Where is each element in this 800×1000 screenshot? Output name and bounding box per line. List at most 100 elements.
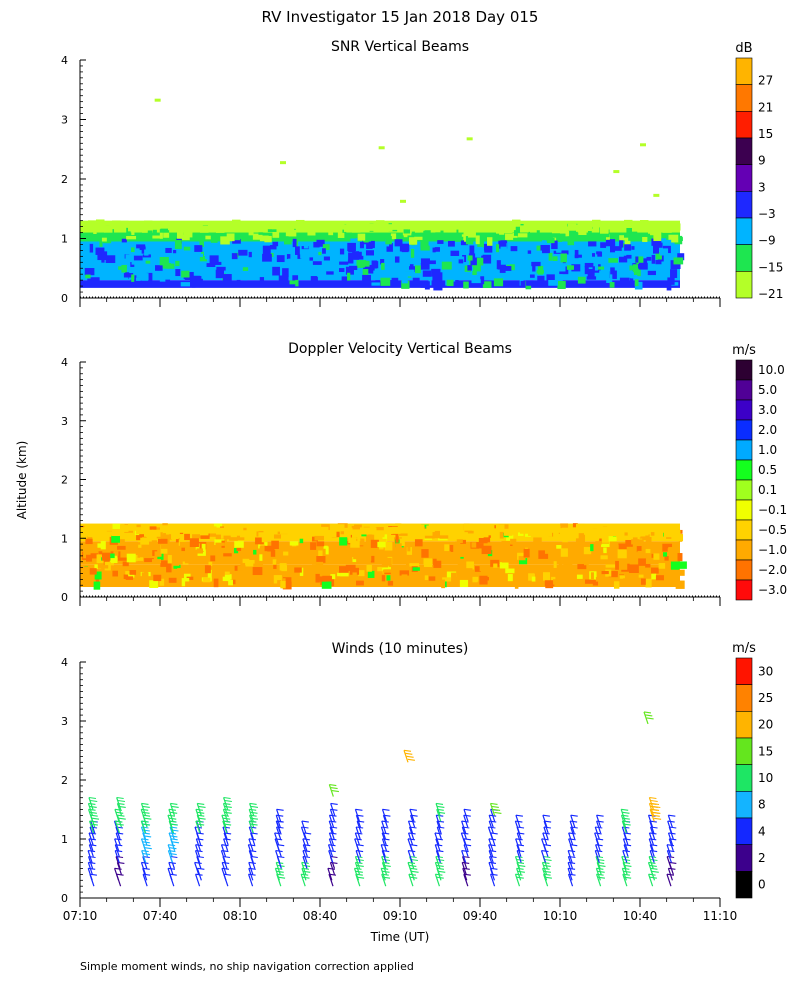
wind-barb xyxy=(569,820,575,834)
heatmap-cell xyxy=(141,245,146,254)
heatmap-cell xyxy=(295,246,300,255)
heatmap-cell xyxy=(136,533,146,541)
heatmap-edge-cell xyxy=(360,221,369,229)
wind-barb-feather xyxy=(488,844,496,847)
heatmap-cell xyxy=(253,563,264,570)
heatmap-cell xyxy=(458,253,465,259)
wind-barb xyxy=(435,803,441,816)
heatmap-cell xyxy=(623,254,632,259)
wind-barb-feather xyxy=(649,838,657,841)
heatmap-cell xyxy=(537,275,545,282)
heatmap-cell xyxy=(129,570,137,575)
heatmap-cell xyxy=(433,558,437,566)
heatmap-cell xyxy=(314,265,323,271)
wind-barb xyxy=(302,856,308,869)
heatmap-cell xyxy=(362,268,369,276)
heatmap-cell xyxy=(588,241,597,247)
heatmap-cell xyxy=(560,523,569,528)
heatmap-cell xyxy=(465,236,474,245)
heatmap-edge-cell xyxy=(344,224,353,232)
heatmap-cell xyxy=(157,548,163,554)
heatmap-cell xyxy=(510,246,518,252)
colorbar: dB 27 21 15 9 3 −3 −9 −15 −21 xyxy=(735,41,783,301)
y-tick-label: 4 xyxy=(61,54,68,67)
wind-barb xyxy=(248,820,254,834)
wind-barb xyxy=(247,874,254,887)
heatmap-cell xyxy=(175,538,180,543)
wind-barb xyxy=(248,838,254,851)
wind-barb xyxy=(381,809,388,822)
heatmap-edge-cell xyxy=(152,529,161,537)
x-tick-label: 07:10 xyxy=(63,909,98,923)
wind-barb-feather xyxy=(250,823,258,826)
heatmap-cell xyxy=(131,228,135,236)
heatmap-cell xyxy=(162,523,168,527)
wind-barb xyxy=(434,844,440,857)
wind-barb xyxy=(168,832,174,846)
heatmap-cell xyxy=(432,247,436,253)
wind-barb xyxy=(194,850,201,863)
heatmap-cell xyxy=(557,280,566,290)
wind-barb-feather xyxy=(198,817,206,820)
heatmap-cell xyxy=(577,564,587,570)
wind-barb-feather xyxy=(197,867,205,870)
heatmap-cell xyxy=(121,264,127,273)
wind-barb xyxy=(223,797,229,810)
wind-barb-feather xyxy=(141,808,149,811)
heatmap-cell xyxy=(531,261,541,267)
heatmap-cell xyxy=(252,233,263,240)
wind-barb xyxy=(354,856,361,869)
heatmap-cell xyxy=(154,551,162,557)
heatmap-cell xyxy=(303,242,309,249)
heatmap-edge-cell xyxy=(240,222,249,230)
wind-barb-feather xyxy=(648,861,656,864)
wind-barb-extra-feather xyxy=(645,714,653,717)
heatmap-cell xyxy=(157,538,168,544)
heatmap-cell xyxy=(422,270,432,277)
heatmap-cell xyxy=(598,551,604,559)
heatmap-cell xyxy=(289,280,297,285)
heatmap-cell xyxy=(475,235,480,245)
heatmap-edge-cell xyxy=(400,526,409,534)
wind-barb xyxy=(570,815,576,828)
heatmap-cell xyxy=(103,557,110,566)
heatmap-cell xyxy=(90,553,99,559)
wind-barb-feather xyxy=(249,826,257,829)
wind-barb-feather xyxy=(594,832,602,835)
wind-barb-feather xyxy=(90,799,98,803)
heatmap-cell xyxy=(189,538,199,548)
heatmap-edge-cell xyxy=(312,223,321,231)
wind-barb xyxy=(380,844,386,857)
wind-barb xyxy=(87,868,93,881)
wind-barb-feather xyxy=(596,873,604,876)
heatmap-cell xyxy=(533,537,542,542)
heatmap-cell xyxy=(272,266,280,276)
wind-barb xyxy=(543,820,549,834)
heatmap-cell xyxy=(632,264,639,273)
heatmap-cell xyxy=(199,241,205,247)
heatmap-cell xyxy=(587,557,591,561)
colorbar-label: 21 xyxy=(758,100,773,114)
heatmap-cell xyxy=(105,580,116,585)
wind-barb xyxy=(516,832,522,846)
heatmap-edge-cell xyxy=(232,528,241,536)
colorbar-label: −15 xyxy=(758,260,783,274)
heatmap-cell xyxy=(194,253,203,258)
wind-barb-feather xyxy=(650,799,658,803)
heatmap-cell xyxy=(313,241,320,248)
colorbar-swatch xyxy=(735,459,753,481)
heatmap-edge-cell xyxy=(424,223,433,231)
heatmap-cell xyxy=(215,533,221,542)
heatmap-edge-cell xyxy=(208,526,217,534)
wind-barb-feather xyxy=(651,870,659,873)
heatmap-cell xyxy=(355,255,364,260)
heatmap-cell xyxy=(223,535,231,540)
heatmap-cell xyxy=(244,573,249,582)
heatmap-cell xyxy=(205,256,209,260)
colorbar-swatch xyxy=(735,164,753,192)
heatmap-cell xyxy=(561,250,569,255)
y-tick-label: 0 xyxy=(61,591,68,604)
heatmap-cell xyxy=(531,576,536,582)
heatmap-cell xyxy=(288,258,297,264)
heatmap-cell xyxy=(617,549,627,559)
